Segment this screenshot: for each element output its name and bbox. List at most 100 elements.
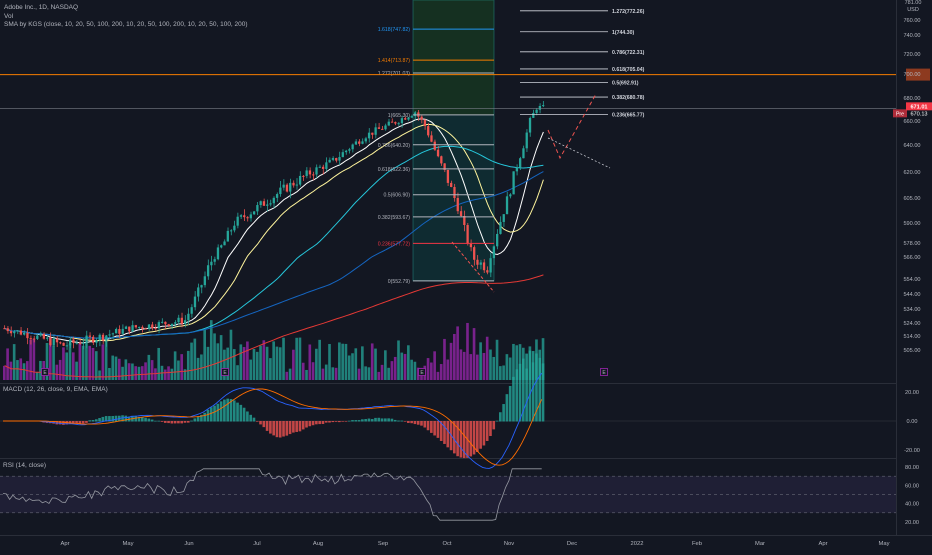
volume-bar [361, 346, 364, 380]
macd-histogram-bar [469, 421, 473, 457]
candle-body [101, 334, 105, 341]
macd-histogram-bar [476, 421, 479, 453]
volume-bar [88, 345, 92, 380]
earnings-marker [418, 368, 426, 376]
volume-bar [354, 348, 358, 380]
volume-bar [505, 354, 509, 380]
candle-body [341, 152, 344, 158]
volume-bar [173, 351, 177, 380]
macd-histogram-bar [249, 414, 252, 422]
macd-histogram-bar [239, 404, 243, 422]
price-axis-tick: 544.00 [903, 292, 920, 298]
macd-line [3, 372, 543, 469]
volume-bar [216, 343, 220, 380]
macd-histogram-bar [150, 419, 154, 422]
macd-histogram-bar [305, 421, 308, 428]
macd-histogram-bar [331, 421, 335, 423]
macd-histogram-bar [515, 369, 519, 422]
macd-histogram-bar [384, 418, 387, 422]
volume-bar [236, 365, 239, 380]
macd-histogram-bar [390, 418, 394, 422]
volume-bar [167, 366, 170, 380]
macd-histogram-bar [94, 419, 98, 422]
volume-bar [223, 349, 226, 380]
macd-histogram-bar [370, 419, 374, 422]
volume-bar [328, 344, 331, 380]
symbol-title[interactable]: Adobe Inc., 1D, NASDAQ [4, 4, 79, 11]
volume-bar [403, 353, 407, 380]
volume-bar [29, 339, 32, 380]
macd-histogram-bar [485, 421, 489, 441]
candle-body [486, 270, 489, 273]
macd-histogram-bar [288, 421, 292, 435]
volume-bar [272, 341, 275, 380]
candle-body [453, 186, 456, 199]
candle-body [177, 317, 180, 323]
volume-bar [39, 360, 42, 380]
volume-bar [232, 349, 236, 380]
resistance-tag [906, 68, 930, 81]
time-axis-label: Oct [442, 541, 451, 547]
price-axis-tick: 680.00 [903, 96, 920, 102]
macd-histogram-bar [278, 421, 282, 438]
macd-histogram-bar [259, 421, 262, 425]
volume-bar [75, 361, 78, 380]
volume-bar [476, 354, 479, 380]
fib-extension-label: 0.786(722.31) [612, 50, 645, 56]
macd-histogram-bar [489, 421, 492, 437]
volume-bar [140, 366, 144, 380]
volume-bar [331, 367, 335, 380]
macd-histogram-bar [183, 421, 187, 423]
projection-path [547, 93, 597, 160]
volume-bar [321, 368, 325, 380]
macd-histogram-bar [114, 415, 118, 422]
candle-body [502, 214, 505, 222]
sma-indicator-label[interactable]: SMA by KGS (close, 10, 20, 50, 100, 200,… [4, 21, 248, 29]
macd-histogram-bar [223, 399, 226, 422]
volume-bar [518, 344, 522, 380]
macd-histogram-bar [518, 363, 522, 422]
candle-body [144, 328, 147, 330]
volume-bar [393, 356, 397, 380]
candlesticks [3, 101, 545, 350]
volume-bar [58, 359, 62, 380]
candle-body [394, 122, 397, 124]
volume-bar [108, 367, 111, 380]
rsi-pane-label[interactable]: RSI (14, close) [3, 462, 46, 469]
macd-histogram-bar [298, 421, 302, 432]
volume-bar [384, 350, 387, 380]
candle-body [6, 328, 9, 332]
pane-separator [0, 458, 896, 459]
volume-label[interactable]: Vol [4, 12, 14, 20]
volume-bar [387, 367, 390, 380]
macd-histogram-bar [209, 407, 213, 422]
candle-body [354, 141, 358, 145]
candle-body [262, 201, 266, 206]
macd-histogram-bar [101, 416, 105, 422]
volume-bar [430, 362, 433, 380]
candle-body [108, 334, 111, 336]
macd-histogram-bar [512, 376, 515, 422]
volume-bar [22, 363, 26, 380]
volume-bar [229, 329, 233, 380]
candle-body [78, 342, 82, 344]
volume-bar [334, 367, 338, 380]
candle-body [39, 333, 42, 336]
macd-histogram-bar [462, 421, 466, 459]
time-axis-label: Dec [567, 541, 577, 547]
candle-body [515, 167, 519, 172]
pre-label-tag [893, 109, 907, 118]
candle-body [220, 245, 223, 248]
candle-body [377, 127, 381, 129]
fib-level-label: 1(665.30) [388, 113, 410, 119]
time-axis-label: Apr [60, 541, 69, 547]
volume-bar [9, 361, 13, 380]
fib-extension-label: 1(744.30) [612, 30, 634, 36]
macd-histogram-bar [275, 421, 279, 438]
macd-histogram-bar [436, 421, 440, 438]
volume-bar [344, 343, 348, 380]
macd-pane-label[interactable]: MACD (12, 26, close, 9, EMA, EMA) [3, 386, 108, 393]
macd-histogram-bar [502, 404, 505, 422]
